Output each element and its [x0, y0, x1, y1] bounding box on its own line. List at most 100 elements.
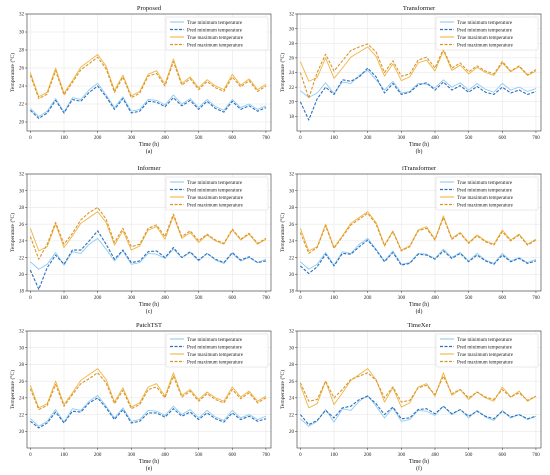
chart-panel: 0 100 200 300 400 500 600 700 18 20 22 24 26 28 30 32 Tr… — [279, 5, 542, 155]
legend-box — [435, 176, 539, 211]
legend-entry: Pred maximum temperature — [187, 203, 244, 208]
y-tick-label: 26 — [19, 380, 25, 385]
y-axis-label: Temperature (°C) — [279, 370, 286, 409]
y-tick-label: 32 — [289, 13, 295, 18]
legend-entry: Pred minimum temperature — [457, 28, 513, 33]
x-tick-label: 400 — [431, 453, 439, 458]
chart-title: Proposed — [137, 5, 162, 12]
y-tick-label: 26 — [289, 223, 295, 228]
legend: True minimum temperature Pred minimum tem… — [435, 16, 539, 51]
chart-title: Transformer — [403, 5, 436, 12]
series-line-true-min — [30, 82, 267, 118]
legend-entry: True maximum temperature — [457, 353, 514, 358]
y-tick-label: 18 — [289, 290, 295, 295]
legend-entry: Pred minimum temperature — [187, 28, 243, 33]
sub-figure-label: (a) — [146, 148, 153, 155]
y-tick-label: 24 — [289, 397, 295, 402]
y-tick-label: 26 — [289, 57, 295, 62]
series-line-true-max — [29, 368, 267, 409]
legend-entry: Pred maximum temperature — [457, 43, 514, 48]
axes-frame — [26, 173, 272, 292]
x-axis-label: Time (h) — [409, 301, 429, 308]
x-tick-label: 200 — [94, 453, 102, 458]
x-tick-label: 300 — [128, 453, 136, 458]
x-tick-label: 600 — [229, 453, 237, 458]
legend-entry: True minimum temperature — [187, 21, 243, 26]
series-line-pred-max — [299, 372, 537, 403]
x-tick-label: 500 — [195, 453, 203, 458]
y-tick-label: 32 — [19, 173, 25, 178]
x-tick-label: 0 — [29, 453, 32, 458]
y-tick-label: 30 — [289, 189, 295, 194]
axes-frame — [26, 13, 272, 132]
x-tick-label: 400 — [431, 296, 439, 301]
y-tick-label: 30 — [289, 27, 295, 32]
axes-frame — [296, 330, 542, 449]
x-tick-label: 600 — [229, 296, 237, 301]
y-tick-label: 32 — [19, 13, 25, 18]
y-tick-label: 28 — [19, 49, 25, 54]
y-tick-label: 28 — [19, 363, 25, 368]
x-axis-label: Time (h) — [139, 141, 159, 148]
y-tick-label: 24 — [19, 397, 25, 402]
y-tick-label: 22 — [19, 413, 25, 418]
x-tick-label: 100 — [60, 453, 68, 458]
y-tick-label: 30 — [19, 346, 25, 351]
x-tick-label: 100 — [330, 453, 338, 458]
sub-figure-label: (b) — [416, 148, 423, 155]
legend-entry: True maximum temperature — [187, 196, 244, 201]
chart-panel: 0 100 200 300 400 500 600 700 18 20 22 24 26 28 30 32 iT… — [279, 165, 542, 315]
series-line-pred-min — [299, 67, 537, 121]
legend-box — [165, 333, 269, 368]
y-tick-label: 30 — [19, 189, 25, 194]
x-tick-label: 700 — [532, 136, 540, 141]
x-tick-label: 600 — [229, 136, 237, 141]
series-line-pred-min — [29, 230, 267, 290]
y-axis-label: Temperature (°C) — [9, 213, 16, 252]
x-tick-label: 200 — [364, 296, 372, 301]
series-line-pred-max — [299, 43, 537, 99]
x-tick-label: 0 — [29, 136, 32, 141]
y-tick-label: 20 — [289, 430, 295, 435]
x-tick-label: 600 — [499, 296, 507, 301]
y-tick-label: 24 — [19, 240, 25, 245]
x-tick-label: 300 — [398, 136, 406, 141]
sub-figure-label: (d) — [416, 308, 423, 315]
y-axis-label: Temperature (°C) — [279, 53, 286, 92]
chart-panel: 0 100 200 300 400 500 600 700 18 20 22 24 26 28 30 32 In… — [9, 165, 272, 315]
series-group — [299, 368, 537, 427]
x-tick-label: 700 — [262, 296, 270, 301]
x-tick-label: 400 — [161, 136, 169, 141]
legend-entry: True minimum temperature — [457, 338, 513, 343]
y-tick-label: 20 — [19, 273, 25, 278]
y-tick-label: 32 — [19, 330, 25, 335]
y-tick-label: 26 — [19, 223, 25, 228]
x-tick-label: 600 — [499, 136, 507, 141]
sub-figure-label: (f) — [416, 465, 422, 472]
x-tick-label: 700 — [532, 453, 540, 458]
series-line-pred-max — [299, 212, 537, 254]
series-line-true-min — [300, 237, 537, 270]
chart-title: PatchTST — [136, 322, 162, 329]
series-line-pred-min — [299, 395, 537, 426]
y-tick-label: 24 — [289, 240, 295, 245]
y-tick-label: 28 — [289, 42, 295, 47]
chart-title: Informer — [137, 165, 161, 172]
legend-entry: Pred maximum temperature — [457, 360, 514, 365]
x-tick-label: 500 — [195, 136, 203, 141]
series-line-pred-min — [300, 239, 537, 275]
x-tick-label: 400 — [161, 453, 169, 458]
x-tick-label: 0 — [299, 453, 302, 458]
series-group — [29, 368, 267, 429]
series-group — [299, 211, 537, 275]
legend: True minimum temperature Pred minimum tem… — [435, 176, 539, 211]
series-line-true-min — [300, 69, 537, 98]
x-tick-label: 400 — [431, 136, 439, 141]
x-axis-label: Time (h) — [409, 141, 429, 148]
x-tick-label: 200 — [94, 296, 102, 301]
x-tick-label: 300 — [398, 296, 406, 301]
legend-entry: True minimum temperature — [457, 21, 513, 26]
legend-entry: Pred minimum temperature — [457, 345, 513, 350]
legend-box — [165, 176, 269, 211]
